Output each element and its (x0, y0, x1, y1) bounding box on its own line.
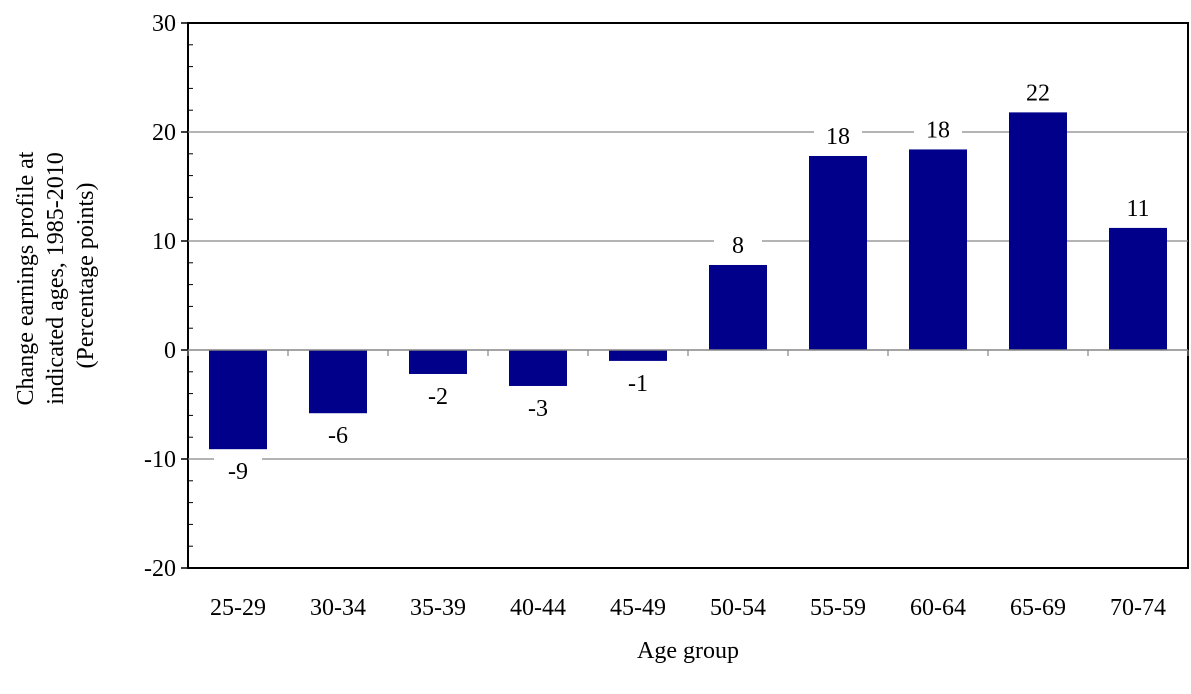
data-label: -6 (328, 423, 348, 449)
data-label: 22 (1026, 80, 1050, 106)
y-axis-title-line-1: Change earnings profile at (13, 151, 39, 405)
data-label-background (314, 419, 362, 450)
x-tick-label: 60-64 (910, 595, 966, 621)
y-axis-title: Change earnings profile at indicated age… (13, 146, 99, 406)
x-axis-title: Age group (637, 638, 739, 664)
bar-40-44 (509, 350, 567, 386)
x-tick-label: 35-39 (410, 595, 466, 621)
x-tick-label: 65-69 (1010, 595, 1066, 621)
x-tick-label: 70-74 (1110, 595, 1166, 621)
bar-25-29 (209, 350, 267, 450)
data-label-background (714, 228, 762, 259)
y-tick-label: 0 (164, 338, 176, 364)
x-tick-label: 55-59 (810, 595, 866, 621)
data-label-background (914, 113, 962, 144)
y-tick-label: 30 (152, 11, 176, 37)
data-label: -3 (528, 396, 548, 422)
bar-45-49 (609, 350, 667, 361)
bar-35-39 (409, 350, 467, 374)
data-label-background (514, 391, 562, 422)
data-label: 8 (732, 233, 744, 259)
y-axis-title-line-3: (Percentage points) (73, 183, 99, 369)
data-label: -2 (428, 384, 448, 410)
bar-55-59 (809, 155, 867, 350)
y-tick-label: -20 (144, 556, 176, 582)
data-label-background (214, 455, 262, 486)
x-tick-label: 50-54 (710, 595, 766, 621)
data-label: -1 (628, 371, 648, 397)
bar-60-64 (909, 149, 967, 350)
data-label-background (614, 366, 662, 397)
data-label: 11 (1126, 196, 1149, 222)
data-label-background (1114, 191, 1162, 222)
bar-50-54 (709, 264, 767, 350)
data-label: 18 (926, 117, 950, 143)
labels: -20 -10 0 10 20 30 -9 25-29 -6 30-34 -2 35-39 -3 40-4… (144, 11, 1166, 621)
bar-65-69 (1009, 112, 1067, 350)
x-tick-label: 45-49 (610, 595, 666, 621)
bar-30-34 (309, 350, 367, 414)
axes (181, 22, 1189, 569)
data-label: 18 (826, 124, 850, 150)
data-label-background (414, 379, 462, 410)
plot-frame (187, 22, 1189, 569)
x-tick-label: 40-44 (510, 595, 566, 621)
y-axis-title-line-2: indicated ages, 1985-2010 (43, 152, 69, 405)
y-tick-label: 20 (152, 120, 176, 146)
bar-70-74 (1109, 227, 1167, 350)
y-tick-label: -10 (144, 447, 176, 473)
x-tick-label: 25-29 (210, 595, 266, 621)
data-label-background (1014, 76, 1062, 107)
data-label: -9 (228, 459, 248, 485)
bars (209, 112, 1167, 450)
x-tick-label: 30-34 (310, 595, 366, 621)
y-tick-label: 10 (152, 229, 176, 255)
data-label-background (814, 119, 862, 150)
